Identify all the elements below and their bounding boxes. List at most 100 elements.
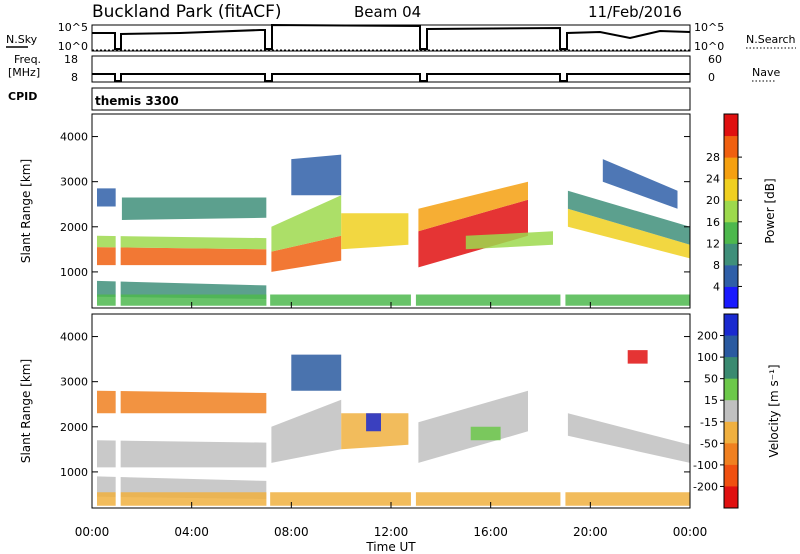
colorbar-tick-label: 200	[697, 330, 718, 343]
colorbar-tick-label: -50	[700, 437, 718, 450]
power-heatmap	[97, 154, 690, 306]
echo-region	[418, 181, 528, 232]
echo-region	[567, 208, 690, 259]
noise-sky-trace	[92, 23, 691, 50]
power-colorbar: 4 8 12 16 20 24 28	[706, 113, 742, 309]
colorbar-tick-label: 28	[706, 151, 720, 164]
colorbar-tick-label: 12	[706, 237, 720, 250]
data-gap	[115, 314, 121, 508]
colorbar-segment	[724, 264, 738, 287]
colorbar-segment	[724, 243, 738, 266]
y-tick-label: 2000	[60, 421, 88, 434]
freq-label-line2: [MHz]	[8, 66, 40, 79]
echo-region	[465, 231, 553, 250]
colorbar-tick-label: -100	[693, 459, 718, 472]
colorbar-segment	[724, 178, 738, 201]
freq-label-line1: Freq.	[14, 53, 41, 66]
echo-region	[366, 413, 381, 432]
colorbar-segment	[724, 157, 738, 180]
y-tick-label: 2000	[60, 221, 88, 234]
echo-region	[341, 213, 409, 250]
nave-tick-bottom: 0	[708, 71, 715, 84]
colorbar-segment	[724, 464, 738, 487]
power-panel: 1000 2000 3000 4000 Slant Range [km] 4 8 12 16…	[19, 113, 777, 309]
y-tick-label: 3000	[60, 376, 88, 389]
colorbar-segment	[724, 114, 738, 137]
y-tick-label: 4000	[60, 331, 88, 344]
echo-region	[602, 159, 678, 209]
y-tick-label: 1000	[60, 466, 88, 479]
x-tick-label: 20:00	[573, 525, 608, 539]
colorbar-tick-label: -15	[700, 416, 718, 429]
noise-tick-left-top: 10^5	[58, 21, 88, 34]
velocity-colorbar-label: Velocity [m s⁻¹]	[767, 364, 781, 457]
x-tick-label: 00:00	[75, 525, 110, 539]
colorbar-tick-label: 50	[704, 373, 718, 386]
data-gap	[266, 114, 271, 308]
noise-tick-left-bottom: 10^0	[58, 40, 88, 53]
freq-tick-top: 18	[64, 53, 78, 66]
echo-region	[567, 413, 690, 463]
colorbar-segment	[724, 486, 738, 509]
data-gap	[560, 314, 566, 508]
x-tick-label: 00:00	[673, 525, 708, 539]
echo-region	[97, 294, 690, 306]
noise-tick-right-bottom: 10^0	[694, 40, 724, 53]
x-tick-label: 08:00	[274, 525, 309, 539]
cpid-label: CPID	[8, 90, 37, 103]
echo-region	[291, 154, 342, 196]
y-tick-label: 1000	[60, 266, 88, 279]
echo-region	[627, 350, 648, 364]
velocity-heatmap	[97, 350, 690, 506]
cpid-value: themis 3300	[95, 94, 179, 108]
colorbar-segment	[724, 357, 738, 380]
colorbar-tick-label: 16	[706, 216, 720, 229]
colorbar-tick-label: -200	[693, 480, 718, 493]
data-gap	[410, 114, 416, 308]
time-axis-label: Time UT	[365, 540, 416, 554]
colorbar-tick-label: 24	[706, 173, 720, 186]
cpid-panel: CPID themis 3300	[8, 87, 691, 111]
noise-panel: N.Sky 10^5 10^0 10^5 10^0 N.Search	[6, 21, 796, 53]
echo-region	[271, 195, 342, 252]
colorbar-segment	[724, 200, 738, 223]
velocity-panel: 1000 2000 3000 4000 Slant Range [km] 200 100…	[19, 302, 781, 554]
colorbar-tick-label: 100	[697, 351, 718, 364]
echo-region	[97, 235, 267, 250]
colorbar-tick-label: 8	[713, 259, 720, 272]
x-tick-label: 16:00	[473, 525, 508, 539]
echo-region	[97, 440, 267, 468]
echo-region	[121, 197, 267, 220]
nsearch-label: N.Search	[746, 33, 796, 46]
noise-tick-right-top: 10^5	[694, 21, 724, 34]
data-gap	[560, 114, 566, 308]
beam-title: Beam 04	[354, 3, 421, 21]
colorbar-tick-label: 4	[713, 280, 720, 293]
echo-region	[271, 399, 342, 463]
colorbar-segment	[724, 221, 738, 244]
colorbar-segment	[724, 400, 738, 423]
echo-region	[291, 354, 342, 391]
x-tick-label: 12:00	[374, 525, 409, 539]
power-ylabel: Slant Range [km]	[19, 159, 33, 263]
data-gap	[115, 114, 121, 308]
y-tick-label: 3000	[60, 176, 88, 189]
colorbar-frame	[723, 313, 739, 509]
echo-region	[271, 235, 342, 272]
echo-region	[97, 390, 267, 414]
date-title: 11/Feb/2016	[588, 3, 682, 21]
velocity-ylabel: Slant Range [km]	[19, 359, 33, 463]
power-colorbar-label: Power [dB]	[763, 178, 777, 243]
colorbar-segment	[724, 421, 738, 444]
freq-trace	[92, 73, 690, 82]
colorbar-tick-label: 20	[706, 194, 720, 207]
colorbar-segment	[724, 135, 738, 158]
colorbar-segment	[724, 335, 738, 358]
velocity-colorbar: 200 100 50 15 -15 -50 -100 -200	[693, 313, 739, 509]
colorbar-segment	[724, 314, 738, 337]
data-gap	[266, 314, 271, 508]
station-title: Buckland Park (fitACF)	[92, 2, 282, 22]
nave-label: Nave	[752, 66, 780, 79]
freq-panel: Freq. [MHz] 18 8 60 0 Nave	[8, 53, 780, 84]
echo-region	[97, 492, 690, 506]
